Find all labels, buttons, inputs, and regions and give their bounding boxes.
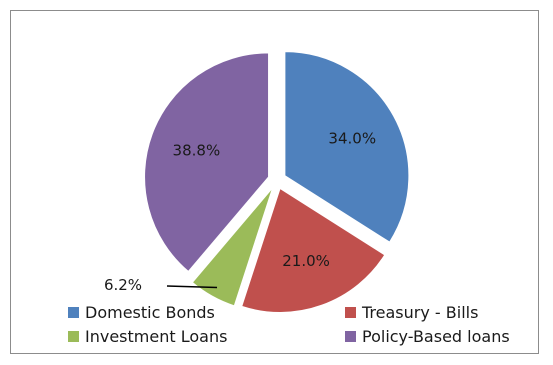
legend-swatch-investment-loans: [68, 331, 79, 342]
data-label-treasury-bills: 21.0%: [282, 252, 330, 270]
pie-slice-domestic-bonds: [284, 51, 410, 243]
legend-swatch-treasury-bills: [345, 307, 356, 318]
legend-swatch-domestic-bonds: [68, 307, 79, 318]
data-label-policy-based-loans: 38.8%: [173, 141, 221, 159]
legend-label-treasury-bills: Treasury - Bills: [362, 303, 479, 322]
pie-slice-policy-based-loans: [144, 52, 270, 273]
legend-item-domestic-bonds: Domestic Bonds: [68, 303, 215, 322]
leader-line-investment-loans: [166, 285, 218, 289]
pie-slice-investment-loans: [191, 187, 274, 307]
legend-label-policy-based-loans: Policy-Based loans: [362, 327, 510, 346]
legend-item-policy-based-loans: Policy-Based loans: [345, 327, 510, 346]
data-label-investment-loans: 6.2%: [104, 276, 142, 294]
pie-slice-treasury-bills: [241, 187, 386, 313]
legend-item-treasury-bills: Treasury - Bills: [345, 303, 478, 322]
legend-label-investment-loans: Investment Loans: [85, 327, 228, 346]
legend-item-investment-loans: Investment Loans: [68, 327, 227, 346]
legend-label-domestic-bonds: Domestic Bonds: [85, 303, 215, 322]
legend: Domestic Bonds Treasury - Bills Investme…: [68, 303, 538, 351]
data-label-domestic-bonds: 34.0%: [328, 130, 376, 148]
legend-swatch-policy-based-loans: [345, 331, 356, 342]
